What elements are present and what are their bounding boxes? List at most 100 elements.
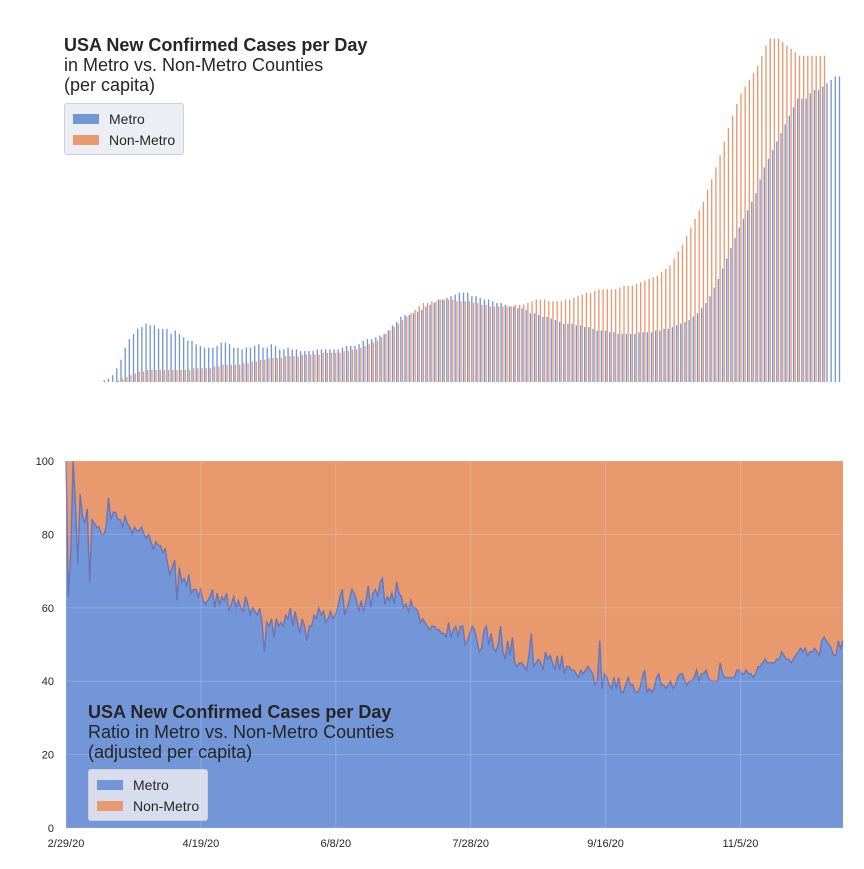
x-tick-label: 9/16/20 — [587, 838, 624, 850]
x-tick-label: 2/29/20 — [48, 838, 85, 850]
nonmetro-bar — [460, 301, 462, 382]
metro-boundary-line — [65, 460, 844, 695]
metro-bar — [253, 345, 256, 382]
nonmetro-bar — [426, 303, 429, 382]
metro-bar — [274, 345, 277, 382]
metro-bar — [717, 278, 720, 382]
metro-bar — [738, 227, 740, 382]
nonmetro-bar — [556, 301, 558, 382]
metro-bar — [734, 237, 736, 382]
nonmetro-bar — [765, 45, 767, 382]
nonmetro-bar — [606, 289, 608, 382]
metro-bar — [224, 342, 227, 382]
metro-bar — [107, 378, 110, 382]
nonmetro-bar — [569, 299, 571, 382]
bottom-axes: 0 20 40 60 80 100 2/29/20 4/19/20 6/8/20 7/28/20 9… — [36, 456, 843, 850]
nonmetro-bar — [531, 301, 533, 382]
metro-bar — [471, 296, 473, 382]
nonmetro-bar — [815, 55, 817, 382]
nonmetro-bar — [193, 368, 195, 382]
metro-bar — [441, 299, 444, 382]
nonmetro-bar — [577, 296, 579, 382]
nonmetro-bar — [147, 369, 149, 382]
nonmetro-bar — [669, 265, 671, 382]
nonmetro-bar — [690, 227, 692, 382]
nonmetro-bar — [619, 287, 621, 382]
y-tick-label: 60 — [42, 603, 54, 615]
metro-bar — [433, 303, 435, 382]
metro-bar — [684, 321, 686, 382]
nonmetro-bar — [698, 210, 700, 382]
metro-bar — [634, 333, 636, 382]
nonmetro-bar — [318, 354, 320, 382]
metro-bar — [170, 333, 172, 382]
metro-bar — [759, 179, 761, 382]
nonmetro-bar — [694, 218, 696, 382]
nonmetro-bar — [794, 52, 796, 382]
metro-bar — [809, 93, 811, 382]
metro-bar — [379, 335, 381, 382]
nonmetro-bar — [347, 351, 349, 382]
nonmetro-bar — [443, 299, 446, 382]
nonmetro-bar — [385, 333, 387, 382]
metro-bar — [416, 311, 419, 382]
nonmetro-bar — [548, 301, 550, 382]
nonmetro-bar — [401, 320, 404, 382]
metro-bar — [458, 292, 461, 382]
metro-bar — [308, 351, 310, 382]
metro-bar — [600, 330, 603, 382]
metro-bar — [375, 337, 377, 382]
metro-bar — [700, 308, 703, 382]
nonmetro-bar — [305, 354, 308, 382]
nonmetro-bar — [122, 378, 124, 382]
legend-label-nonmetro: Non-Metro — [109, 131, 176, 148]
nonmetro-bar — [560, 301, 563, 382]
metro-bar — [642, 332, 644, 382]
nonmetro-bar — [314, 354, 316, 382]
metro-bar — [450, 296, 452, 382]
metro-bar — [283, 349, 285, 382]
nonmetro-bar — [268, 357, 270, 382]
metro-bar — [425, 306, 427, 382]
nonmetro-bar — [535, 299, 537, 382]
metro-bar — [333, 349, 335, 382]
nonmetro-bar — [226, 364, 228, 382]
metro-bar — [216, 345, 218, 382]
metro-bar — [370, 339, 373, 382]
nonmetro-bar — [523, 304, 525, 382]
nonmetro-bar — [251, 361, 253, 382]
nonmetro-bar — [539, 299, 542, 382]
metro-bar — [174, 330, 176, 382]
metro-bar — [103, 380, 105, 382]
x-tick-label: 7/28/20 — [452, 838, 489, 850]
metro-bar — [780, 133, 782, 382]
metro-bar — [638, 332, 640, 382]
nonmetro-bar — [736, 103, 738, 383]
metro-bar — [299, 351, 302, 382]
nonmetro-bar — [452, 299, 454, 382]
metro-bar — [609, 332, 611, 382]
metro-bar — [500, 303, 502, 382]
metro-bar — [788, 115, 791, 382]
nonmetro-bar — [752, 72, 755, 383]
metro-bar — [571, 323, 573, 382]
metro-bar — [646, 332, 648, 382]
nonmetro-bar — [138, 371, 141, 382]
nonmetro-bar — [602, 289, 604, 382]
metro-bar — [249, 347, 252, 382]
metro-bar — [529, 313, 532, 382]
nonmetro-bar — [439, 299, 441, 382]
nonmetro-bar — [172, 369, 174, 382]
nonmetro-bar — [485, 304, 487, 382]
metro-bar — [316, 349, 318, 382]
metro-bar — [400, 316, 402, 382]
metro-bar — [337, 349, 339, 382]
nonmetro-bar — [280, 357, 283, 382]
metro-bar — [166, 328, 168, 382]
nonmetro-bar — [297, 356, 299, 382]
metro-bar — [675, 325, 678, 382]
metro-bar — [153, 325, 156, 382]
metro-bar — [721, 268, 724, 382]
metro-bar — [354, 345, 356, 382]
metro-bar — [579, 325, 582, 382]
